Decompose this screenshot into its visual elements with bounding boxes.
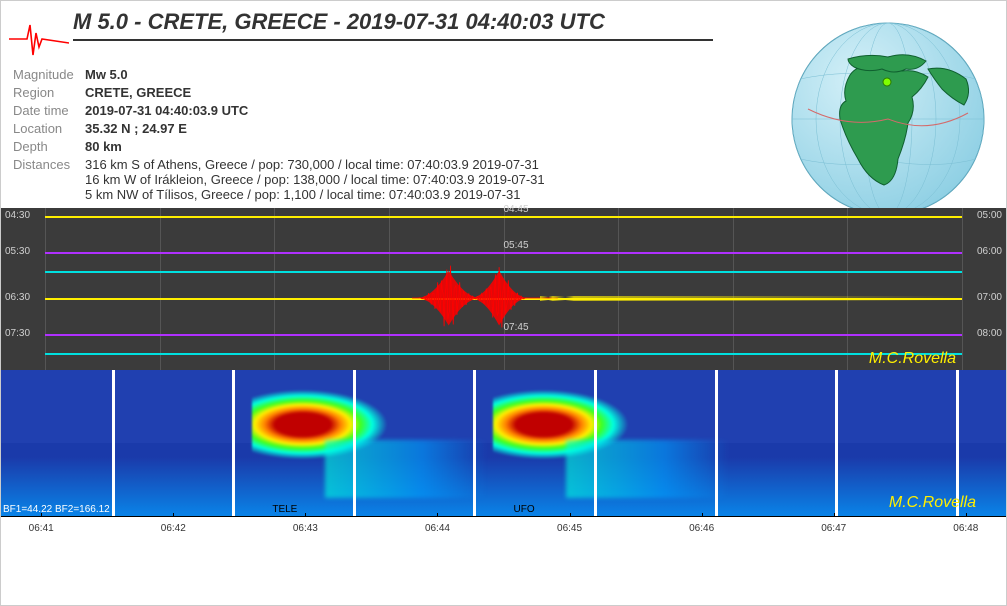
- seismo-time-right: 07:00: [977, 292, 1002, 303]
- seismogram-chart: 04:4505:4507:4504:3005:0005:3006:0006:30…: [1, 208, 1006, 370]
- seismo-time-left: 05:30: [5, 246, 30, 257]
- datetime-label: Date time: [13, 103, 85, 118]
- spectrogram-tick: 06:45: [557, 523, 582, 534]
- seismo-time-mid: 04:45: [504, 204, 529, 215]
- location-label: Location: [13, 121, 85, 136]
- seismogram-credit: M.C.Rovella: [869, 350, 956, 368]
- spectrogram-annotation: TELE: [272, 504, 297, 515]
- spectrogram-credit: M.C.Rovella: [889, 494, 976, 512]
- depth-label: Depth: [13, 139, 85, 154]
- distance-1: 16 km W of Irákleion, Greece / pop: 138,…: [85, 172, 545, 187]
- seismo-time-right: 05:00: [977, 210, 1002, 221]
- spectrogram-annotation: UFO: [514, 504, 535, 515]
- location-value: 35.32 N ; 24.97 E: [85, 121, 187, 136]
- region-value: CRETE, GREECE: [85, 85, 191, 100]
- spectrogram-tick: 06:47: [821, 523, 846, 534]
- page-title: M 5.0 - CRETE, GREECE - 2019-07-31 04:40…: [73, 9, 713, 41]
- depth-value: 80 km: [85, 139, 122, 154]
- magnitude-label: Magnitude: [13, 67, 85, 82]
- spectrogram-tick: 06:43: [293, 523, 318, 534]
- spectrogram-tick: 06:42: [161, 523, 186, 534]
- spectrogram-tick: 06:44: [425, 523, 450, 534]
- seismo-waveform: [412, 264, 559, 332]
- spectrogram-bf-label: BF1=44.22 BF2=166.12: [3, 504, 110, 515]
- seismo-time-left: 07:30: [5, 328, 30, 339]
- seismograph-icon: [9, 21, 69, 61]
- seismo-time-mid: 05:45: [504, 240, 529, 251]
- distance-0: 316 km S of Athens, Greece / pop: 730,00…: [85, 157, 545, 172]
- distances-label: Distances: [13, 157, 85, 202]
- spectrogram-chart: BF1=44.22 BF2=166.12 TELE UFO M.C.Rovella 06…: [1, 370, 1006, 534]
- region-label: Region: [13, 85, 85, 100]
- seismo-time-right: 06:00: [977, 246, 1002, 257]
- spectrogram-tick: 06:46: [689, 523, 714, 534]
- globe-icon: [788, 19, 988, 219]
- magnitude-value: Mw 5.0: [85, 67, 128, 82]
- seismo-time-left: 06:30: [5, 292, 30, 303]
- distance-2: 5 km NW of Tílisos, Greece / pop: 1,100 …: [85, 187, 545, 202]
- seismo-time-right: 08:00: [977, 328, 1002, 339]
- seismo-time-left: 04:30: [5, 210, 30, 221]
- spectrogram-tick: 06:41: [29, 523, 54, 534]
- datetime-value: 2019-07-31 04:40:03.9 UTC: [85, 103, 248, 118]
- spectrogram-tick: 06:48: [953, 523, 978, 534]
